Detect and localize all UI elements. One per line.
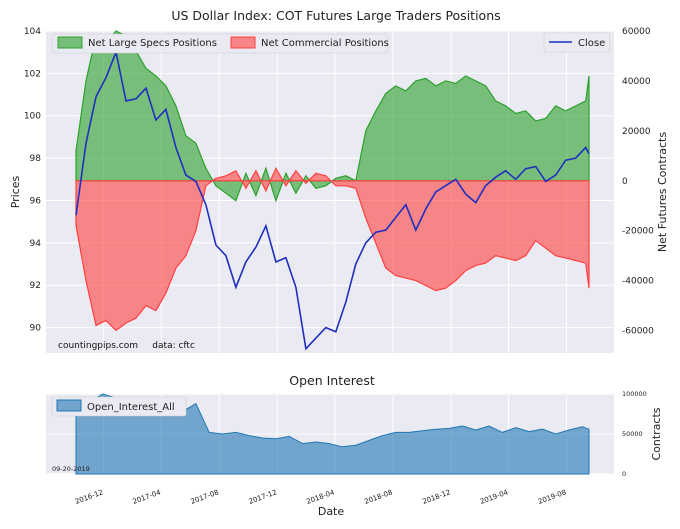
y-tick-right: -20000 xyxy=(622,227,654,237)
x-tick-date: 2016-12 xyxy=(74,488,104,506)
y-tick-left: 102 xyxy=(24,69,41,79)
x-tick-date: 2018-08 xyxy=(363,488,393,506)
y-tick-right: -60000 xyxy=(622,327,654,337)
legend-label-close: Close xyxy=(578,38,605,49)
oi-y-tick: 50000 xyxy=(622,430,643,438)
x-tick-date: 2018-12 xyxy=(421,488,451,506)
y-axis-label-net-futures: Net Futures Contracts xyxy=(656,132,669,252)
y-tick-left: 98 xyxy=(30,154,42,164)
y-tick-left: 90 xyxy=(30,324,42,334)
legend-label-commercial: Net Commercial Positions xyxy=(261,38,389,49)
y-tick-left: 100 xyxy=(24,112,41,122)
oi-legend: Open_Interest_All xyxy=(51,396,187,417)
net-commercial-area xyxy=(75,166,590,332)
legend-swatch-open-interest xyxy=(56,399,82,412)
main-chart-title: US Dollar Index: COT Futures Large Trade… xyxy=(171,8,500,23)
y-tick-left: 94 xyxy=(30,239,42,249)
net-large-specs-area xyxy=(75,30,590,203)
y-tick-left: 104 xyxy=(24,27,41,37)
main-legend: Net Large Specs Positions Net Commercial… xyxy=(51,33,389,54)
y-tick-right: -40000 xyxy=(622,277,654,287)
x-tick-date: 2019-08 xyxy=(537,488,567,506)
legend-label-specs: Net Large Specs Positions xyxy=(88,38,217,49)
y-tick-left: 92 xyxy=(30,281,41,291)
oi-date-label: 09-20-2019 xyxy=(52,465,90,473)
y-tick-right: 20000 xyxy=(622,127,651,137)
x-tick-date: 2019-04 xyxy=(479,488,510,506)
x-tick-date: 2017-04 xyxy=(132,488,163,506)
y-axis-label-contracts: Contracts xyxy=(650,407,663,460)
oi-y-tick: 0 xyxy=(622,470,626,478)
x-tick-date: 2017-12 xyxy=(248,488,278,506)
y-tick-left: 96 xyxy=(30,196,42,206)
close-legend: Close xyxy=(543,32,611,53)
legend-swatch-specs xyxy=(57,36,83,49)
oi-chart-title: Open Interest xyxy=(289,373,375,388)
y-tick-right: 60000 xyxy=(622,27,651,37)
x-tick-date: 2017-08 xyxy=(190,488,220,506)
oi-y-tick: 100000 xyxy=(622,390,647,398)
close-price-line xyxy=(75,49,590,351)
y-axis-label-prices: Prices xyxy=(9,175,22,208)
x-axis-label-date: Date xyxy=(318,505,345,518)
legend-swatch-commercial xyxy=(230,36,256,49)
y-tick-right: 0 xyxy=(622,177,628,187)
x-tick-date: 2018-04 xyxy=(305,488,336,506)
y-tick-right: 40000 xyxy=(622,77,651,87)
legend-label-open-interest: Open_Interest_All xyxy=(87,402,175,413)
source-annotation: countingpips.com data: cftc xyxy=(58,341,195,351)
